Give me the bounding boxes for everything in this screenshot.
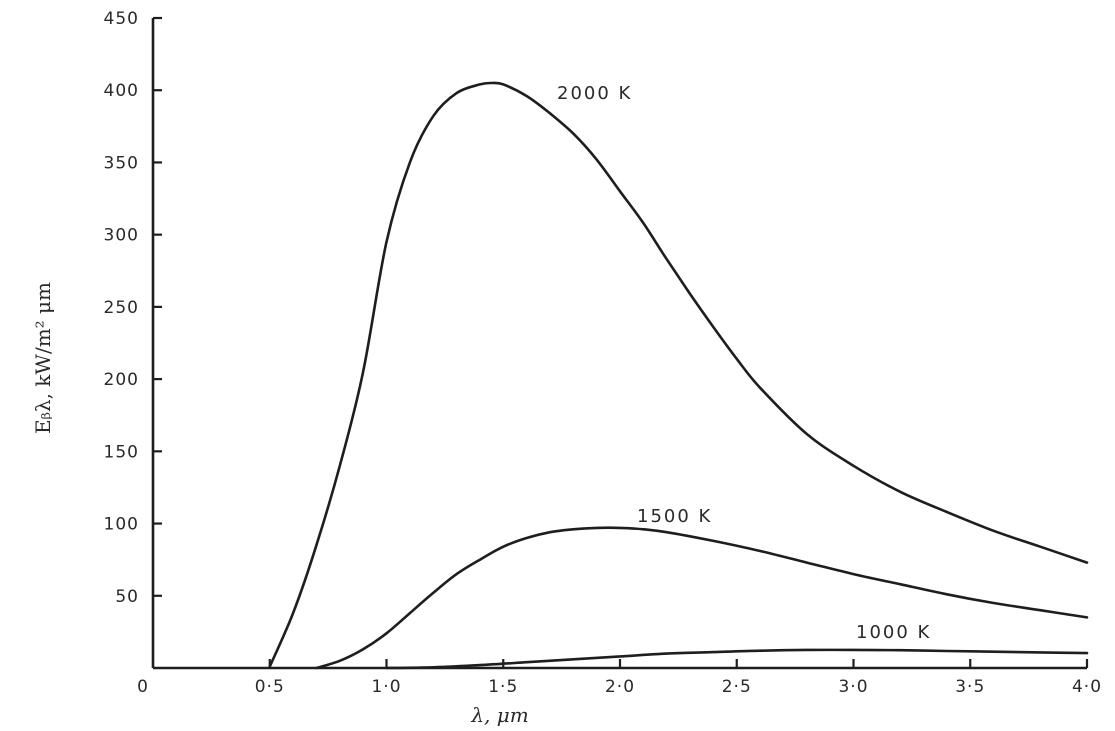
series-label-1500-k: 1500 K [637,506,712,527]
x-tick-label: 4·0 [1072,677,1102,697]
curves [268,81,1089,670]
x-ticks: 0·5 1·0 1·5 2·0 2·5 3·0 3·5 4·0 [255,659,1102,697]
y-tick-label: 350 [104,153,139,173]
x-tick-label: 0·5 [255,677,285,697]
y-ticks: 50 100 150 200 250 300 350 400 450 [104,9,162,607]
y-axis-label: Eᵦλ, kW/m² μm [31,282,55,434]
x-tick-label: 2·5 [722,677,752,697]
y-tick-label: 400 [104,81,139,101]
curve-1000-k [385,648,1089,670]
y-tick-label: 250 [104,298,139,318]
series-label-2000-k: 2000 K [557,83,632,104]
x-tick-label: 3·5 [955,677,985,697]
x-tick-label: 3·0 [838,677,868,697]
y-tick-label: 150 [104,442,139,462]
x-tick-label: 1·5 [488,677,518,697]
series-label-1000-k: 1000 K [856,622,931,643]
curve-1500-k [315,526,1089,670]
y-tick-label: 450 [104,9,139,29]
y-tick-label: 200 [104,370,139,390]
x-tick-label: 1·0 [371,677,401,697]
y-tick-label: 50 [115,587,139,607]
y-tick-label: 100 [104,515,139,535]
curve-2000-k [268,81,1089,668]
axes [151,18,1087,670]
series-labels: 2000 K 1500 K 1000 K [557,83,931,643]
y-tick-label: 300 [104,226,139,246]
origin-tick-label: 0 [137,677,149,697]
x-axis-label: λ, μm [470,703,528,727]
x-tick-label: 2·0 [605,677,635,697]
